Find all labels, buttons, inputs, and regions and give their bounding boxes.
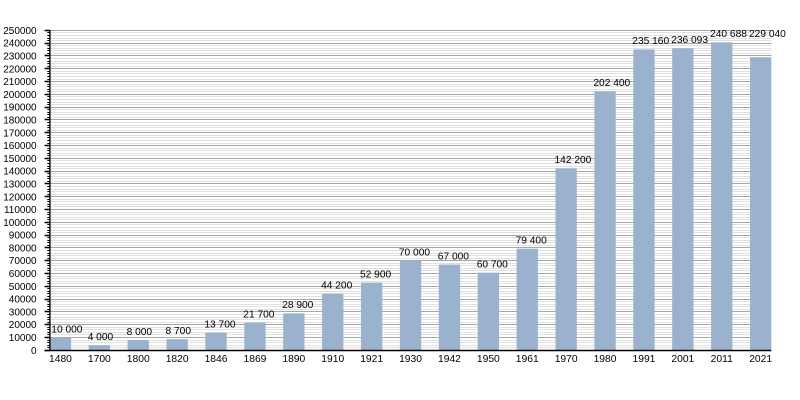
svg-text:1942: 1942: [438, 354, 461, 365]
svg-text:142 200: 142 200: [555, 155, 592, 166]
svg-text:1930: 1930: [399, 354, 422, 365]
svg-text:1950: 1950: [477, 354, 500, 365]
svg-text:60 700: 60 700: [477, 259, 508, 270]
svg-text:50000: 50000: [9, 282, 37, 293]
svg-text:60000: 60000: [9, 269, 37, 280]
svg-text:1991: 1991: [632, 354, 655, 365]
svg-text:70000: 70000: [9, 256, 37, 267]
svg-text:235 160: 235 160: [632, 36, 669, 47]
svg-text:0: 0: [31, 346, 37, 357]
svg-text:1961: 1961: [516, 354, 539, 365]
svg-text:170000: 170000: [3, 128, 37, 139]
svg-text:67 000: 67 000: [438, 251, 469, 262]
svg-text:8 000: 8 000: [127, 327, 153, 338]
svg-text:240 688: 240 688: [710, 29, 747, 40]
svg-text:8 700: 8 700: [166, 326, 192, 337]
svg-text:90000: 90000: [9, 231, 37, 242]
svg-text:210000: 210000: [3, 77, 37, 88]
svg-text:1800: 1800: [127, 354, 150, 365]
svg-text:100000: 100000: [3, 218, 37, 229]
svg-text:70 000: 70 000: [399, 248, 430, 259]
svg-text:150000: 150000: [3, 154, 37, 165]
svg-text:1970: 1970: [555, 354, 578, 365]
svg-text:4 000: 4 000: [88, 332, 114, 343]
svg-text:1820: 1820: [166, 354, 189, 365]
svg-text:1890: 1890: [282, 354, 305, 365]
svg-text:1910: 1910: [321, 354, 344, 365]
svg-text:20000: 20000: [9, 320, 37, 331]
svg-text:1700: 1700: [88, 354, 111, 365]
svg-text:220000: 220000: [3, 64, 37, 75]
svg-text:1980: 1980: [594, 354, 617, 365]
svg-text:1846: 1846: [205, 354, 228, 365]
svg-text:13 700: 13 700: [204, 320, 235, 331]
svg-text:202 400: 202 400: [593, 78, 630, 89]
svg-text:80000: 80000: [9, 243, 37, 254]
svg-text:52 900: 52 900: [360, 269, 391, 280]
svg-text:79 400: 79 400: [516, 236, 547, 247]
svg-text:130000: 130000: [3, 179, 37, 190]
svg-text:2001: 2001: [671, 354, 694, 365]
svg-text:236 093: 236 093: [671, 35, 708, 46]
svg-text:160000: 160000: [3, 141, 37, 152]
svg-text:40000: 40000: [9, 295, 37, 306]
svg-text:1480: 1480: [49, 354, 72, 365]
svg-text:230000: 230000: [3, 51, 37, 62]
svg-text:1869: 1869: [243, 354, 266, 365]
svg-text:140000: 140000: [3, 167, 37, 178]
svg-text:120000: 120000: [3, 192, 37, 203]
svg-text:44 200: 44 200: [321, 281, 352, 292]
svg-text:30000: 30000: [9, 307, 37, 318]
svg-text:200000: 200000: [3, 90, 37, 101]
svg-text:1921: 1921: [360, 354, 383, 365]
svg-text:190000: 190000: [3, 103, 37, 114]
svg-text:10000: 10000: [9, 333, 37, 344]
svg-text:229 040: 229 040: [749, 29, 786, 40]
svg-text:250000: 250000: [3, 26, 37, 37]
svg-text:180000: 180000: [3, 115, 37, 126]
svg-text:110000: 110000: [4, 205, 37, 216]
svg-text:2011: 2011: [711, 354, 733, 365]
svg-text:2021: 2021: [749, 354, 772, 365]
svg-text:21 700: 21 700: [243, 309, 274, 320]
svg-text:10 000: 10 000: [51, 324, 82, 335]
svg-text:240000: 240000: [3, 39, 37, 50]
svg-text:28 900: 28 900: [282, 300, 313, 311]
